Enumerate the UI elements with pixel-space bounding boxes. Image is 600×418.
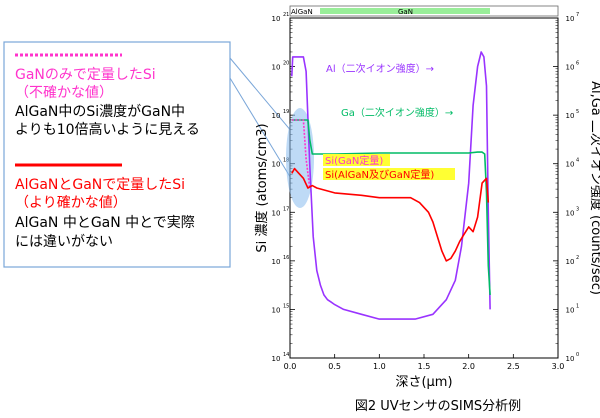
x-axis-label: 深さ(μm) [395,375,452,390]
y-right-tick-label: 10 [566,209,575,217]
annotation-si-gan-highlight [323,154,390,166]
figure-caption: 図2 UVセンサのSIMS分析例 [355,399,521,414]
layer-bar-gan [320,8,490,14]
y-right-tick-exponent: 4 [576,158,579,164]
annotation-si-algan-highlight [323,168,455,180]
series-layer [291,51,491,320]
y-right-tick-label: 10 [566,355,575,363]
y-left-tick-label: 10 [272,112,281,120]
y-left-tick-exponent: 16 [283,255,289,261]
y-left-tick-exponent: 14 [283,352,289,358]
highlight-ellipse [286,108,314,208]
y-right-tick-exponent: 1 [576,303,579,309]
x-tick-label: 2.5 [507,362,520,371]
layer-label-algan: AlGaN [291,8,313,16]
legend-entry1-title: GaNのみで定量したSi [15,67,156,83]
y-right-tick-exponent: 3 [576,206,579,212]
y-left-tick-exponent: 15 [283,303,289,309]
y-left-tick-exponent: 19 [283,109,289,115]
series-si-algan-line [291,167,490,262]
y-axis-left-label: Si 濃度 (atoms/cm3) [254,123,270,252]
legend-callout: GaNのみで定量したSi （不確かな値） AlGaN中のSi濃度がGaN中 より… [3,41,231,268]
y-right-tick-label: 10 [566,306,575,314]
y-axis-right-label: Al,Ga 二次イオン強度 (counts/sec) [588,81,600,295]
y-left-tick-label: 10 [272,258,281,266]
annotation-al: Al（二次イオン強度）→ [326,62,434,75]
y-right-tick-exponent: 7 [576,12,579,18]
layer-bar-frame [289,5,559,17]
legend-entry1-subtitle: （不確かな値） [15,85,113,101]
y-left-tick-exponent: 20 [283,61,289,67]
y-right-tick-label: 10 [566,15,575,23]
x-tick-label: 3.0 [552,362,565,371]
y-right-tick-exponent: 2 [576,255,579,261]
legend-entry1-desc1: AlGaN中のSi濃度がGaN中 [15,104,185,120]
y-left-tick-label: 10 [272,15,281,23]
layer-bar: AlGaN GaN [289,5,559,17]
annotation-ga: Ga（二次イオン強度）→ [341,106,453,119]
y-right-tick-exponent: 5 [576,109,579,115]
callout-pointer-upper [229,57,293,133]
x-tick-label: 0.5 [328,362,341,371]
series-si-gan-line [291,119,311,189]
y-right-tick-exponent: 6 [576,61,579,67]
y-left-tick-label: 10 [272,355,281,363]
y-right-tick-label: 10 [566,112,575,120]
y-right-tick-label: 10 [566,258,575,266]
x-tick-label: 2.0 [462,362,475,371]
y-right-tick-exponent: 0 [576,352,579,358]
x-tick-label: 1.0 [373,362,386,371]
annotation-si-algan: Si(AlGaN及びGaN定量) [325,168,434,181]
y-left-tick-exponent: 17 [283,206,289,212]
y-left-tick-label: 10 [272,306,281,314]
layer-label-gan: GaN [398,8,413,16]
y-left-tick-label: 10 [272,64,281,72]
legend-entry1-desc2: よりも10倍高いように見える [15,121,200,138]
y-right-tick-label: 10 [566,64,575,72]
legend-entry2-desc1: AlGaN 中とGaN 中とで実際 [15,215,195,231]
y-right-tick-label: 10 [566,161,575,169]
legend-box [3,41,231,268]
x-tick-label: 0.0 [284,362,297,371]
legend-entry2-subtitle: （より確かな値） [15,195,127,211]
y-left-tick-exponent: 21 [283,12,289,18]
annotation-si-gan: Si(GaN定量) [325,154,383,167]
x-tick-label: 1.5 [418,362,431,371]
series-al-line [291,51,491,320]
y-left-tick-label: 10 [272,209,281,217]
legend-entry2-title: AlGaNとGaNで定量したSi [15,177,185,193]
callout-pointer-lower [229,77,293,181]
legend-entry2-desc2: には違いがない [15,234,113,250]
y-left-tick-label: 10 [272,161,281,169]
